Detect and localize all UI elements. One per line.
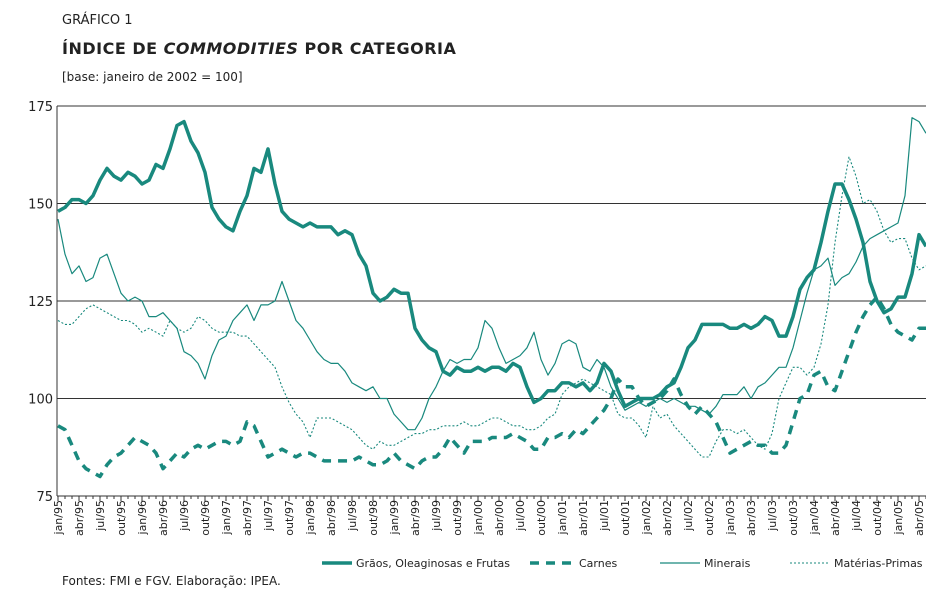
x-tick-label: out/02 [703, 500, 716, 536]
x-tick-label: abr/04 [829, 500, 842, 536]
y-tick-label: 175 [28, 100, 53, 115]
x-tick-label: jul/01 [598, 500, 611, 532]
x-tick-label: jan/96 [136, 500, 149, 535]
x-tick-label: abr/05 [913, 500, 926, 536]
x-tick-label: jul/98 [346, 500, 359, 532]
x-tick-label: out/99 [451, 500, 464, 536]
x-tick-label: jan/98 [304, 500, 317, 535]
x-tick-label: jan/00 [472, 500, 485, 535]
series-line [57, 295, 926, 479]
chart-subtitle: [base: janeiro de 2002 = 100] [62, 70, 243, 84]
chart-title: ÍNDICE DE COMMODITIES POR CATEGORIA [62, 39, 456, 58]
x-tick-label: out/00 [535, 500, 548, 536]
title-part: ÍNDICE DE [62, 39, 158, 58]
x-tick-label: jul/96 [178, 500, 191, 532]
x-tick-label: jan/04 [808, 500, 821, 535]
legend-label: Minerais [704, 557, 751, 570]
title-part: POR CATEGORIA [305, 39, 457, 58]
x-tick-label: jul/97 [262, 500, 275, 532]
x-tick-label: jan/02 [640, 500, 653, 535]
x-tick-label: abr/02 [661, 500, 674, 536]
legend-label: Grãos, Oleaginosas e Frutas [356, 557, 510, 570]
y-tick-label: 150 [28, 198, 53, 213]
legend-label: Carnes [579, 557, 617, 570]
x-tick-label: abr/97 [241, 500, 254, 536]
x-tick-label: abr/03 [745, 500, 758, 536]
x-tick-label: out/04 [871, 500, 884, 536]
x-tick-label: jan/05 [892, 500, 905, 535]
x-tick-label: jul/04 [850, 500, 863, 532]
x-tick-label: jul/03 [766, 500, 779, 532]
chart-label: GRÁFICO 1 [62, 12, 133, 28]
x-tick-label: abr/00 [493, 500, 506, 536]
title-part: COMMODITIES [164, 39, 299, 58]
series-line [57, 119, 926, 409]
x-tick-label: jul/02 [682, 500, 695, 532]
x-tick-label: out/97 [283, 500, 296, 536]
x-tick-label: jul/95 [94, 500, 107, 532]
x-tick-label: jan/95 [52, 500, 65, 535]
x-tick-label: jul/00 [514, 500, 527, 532]
y-tick-label: 75 [36, 490, 53, 505]
x-tick-label: jan/99 [388, 500, 401, 535]
x-tick-label: jan/97 [220, 500, 233, 535]
y-tick-label: 100 [28, 393, 53, 408]
x-tick-label: abr/01 [577, 500, 590, 536]
x-tick-label: jan/01 [556, 500, 569, 535]
x-tick-label: abr/96 [157, 500, 170, 536]
x-tick-label: out/03 [787, 500, 800, 536]
x-tick-label: jan/03 [724, 500, 737, 535]
y-tick-label: 125 [28, 295, 53, 310]
x-tick-label: out/95 [115, 500, 128, 536]
x-tick-label: out/96 [199, 500, 212, 536]
series-line [57, 156, 926, 458]
series-line [57, 117, 926, 431]
x-tick-label: abr/98 [325, 500, 338, 536]
source-note: Fontes: FMI e FGV. Elaboração: IPEA. [62, 574, 281, 588]
x-tick-label: abr/99 [409, 500, 422, 536]
x-tick-label: out/01 [619, 500, 632, 536]
legend-label: Matérias-Primas [834, 557, 923, 570]
x-tick-label: jul/99 [430, 500, 443, 532]
x-tick-label: out/98 [367, 500, 380, 536]
x-tick-label: abr/95 [73, 500, 86, 536]
